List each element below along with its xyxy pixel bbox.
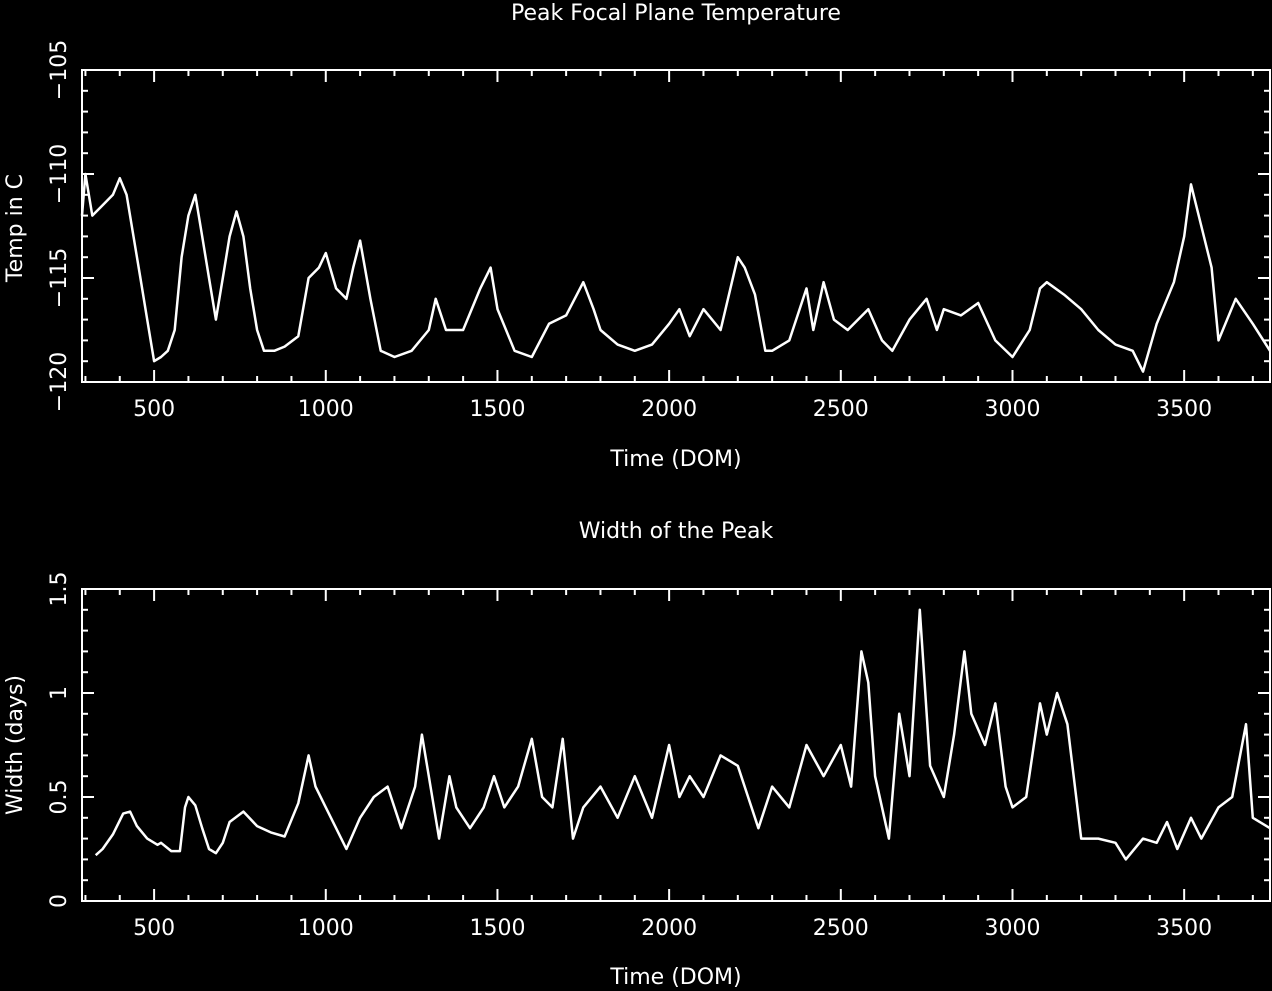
x-tick-label: 1000 [298, 397, 354, 422]
temperature-series-line [80, 172, 1272, 373]
x-tick-label: 2000 [641, 397, 697, 422]
y-tick-label: 0.5 [47, 780, 72, 815]
temperature-plot-frame [81, 69, 1271, 383]
width-ticks: 500 1000 1500 2000 2500 3000 3500 0 0.5 1 1.5 [47, 572, 1270, 941]
y-tick-label: −120 [47, 352, 72, 412]
x-tick-label: 1500 [469, 916, 525, 941]
temperature-chart-title: Peak Focal Plane Temperature [511, 1, 841, 26]
x-tick-label: 500 [133, 397, 175, 422]
x-tick-label: 3000 [984, 397, 1040, 422]
y-tick-label: 1.5 [47, 572, 72, 607]
x-tick-label: 3500 [1156, 397, 1212, 422]
y-tick-label: −110 [47, 144, 72, 204]
x-tick-label: 1500 [469, 397, 525, 422]
temperature-y-axis-label: Temp in C [3, 174, 28, 283]
x-tick-label: 1000 [298, 916, 354, 941]
temperature-ticks: 500 1000 1500 2000 2500 3000 3500 −120 −115 −110 −… [47, 40, 1270, 422]
x-tick-label: 3500 [1156, 916, 1212, 941]
y-tick-label: 0 [47, 894, 72, 908]
y-tick-label: −115 [47, 248, 72, 308]
width-plot-frame [81, 588, 1271, 902]
x-tick-label: 3000 [984, 916, 1040, 941]
width-y-axis-label: Width (days) [3, 675, 28, 815]
x-tick-label: 2500 [813, 916, 869, 941]
temperature-chart: Peak Focal Plane Temperature Time (DOM) … [3, 1, 1272, 472]
x-tick-label: 2000 [641, 916, 697, 941]
x-tick-label: 500 [133, 916, 175, 941]
width-series-line [94, 608, 1271, 861]
width-x-axis-label: Time (DOM) [609, 965, 741, 990]
x-tick-label: 2500 [813, 397, 869, 422]
y-tick-label: 1 [47, 686, 72, 700]
temperature-x-axis-label: Time (DOM) [609, 447, 741, 472]
y-tick-label: −105 [47, 40, 72, 100]
width-chart: Width of the Peak Time (DOM) Width (days… [3, 519, 1271, 990]
width-chart-title: Width of the Peak [579, 519, 774, 544]
